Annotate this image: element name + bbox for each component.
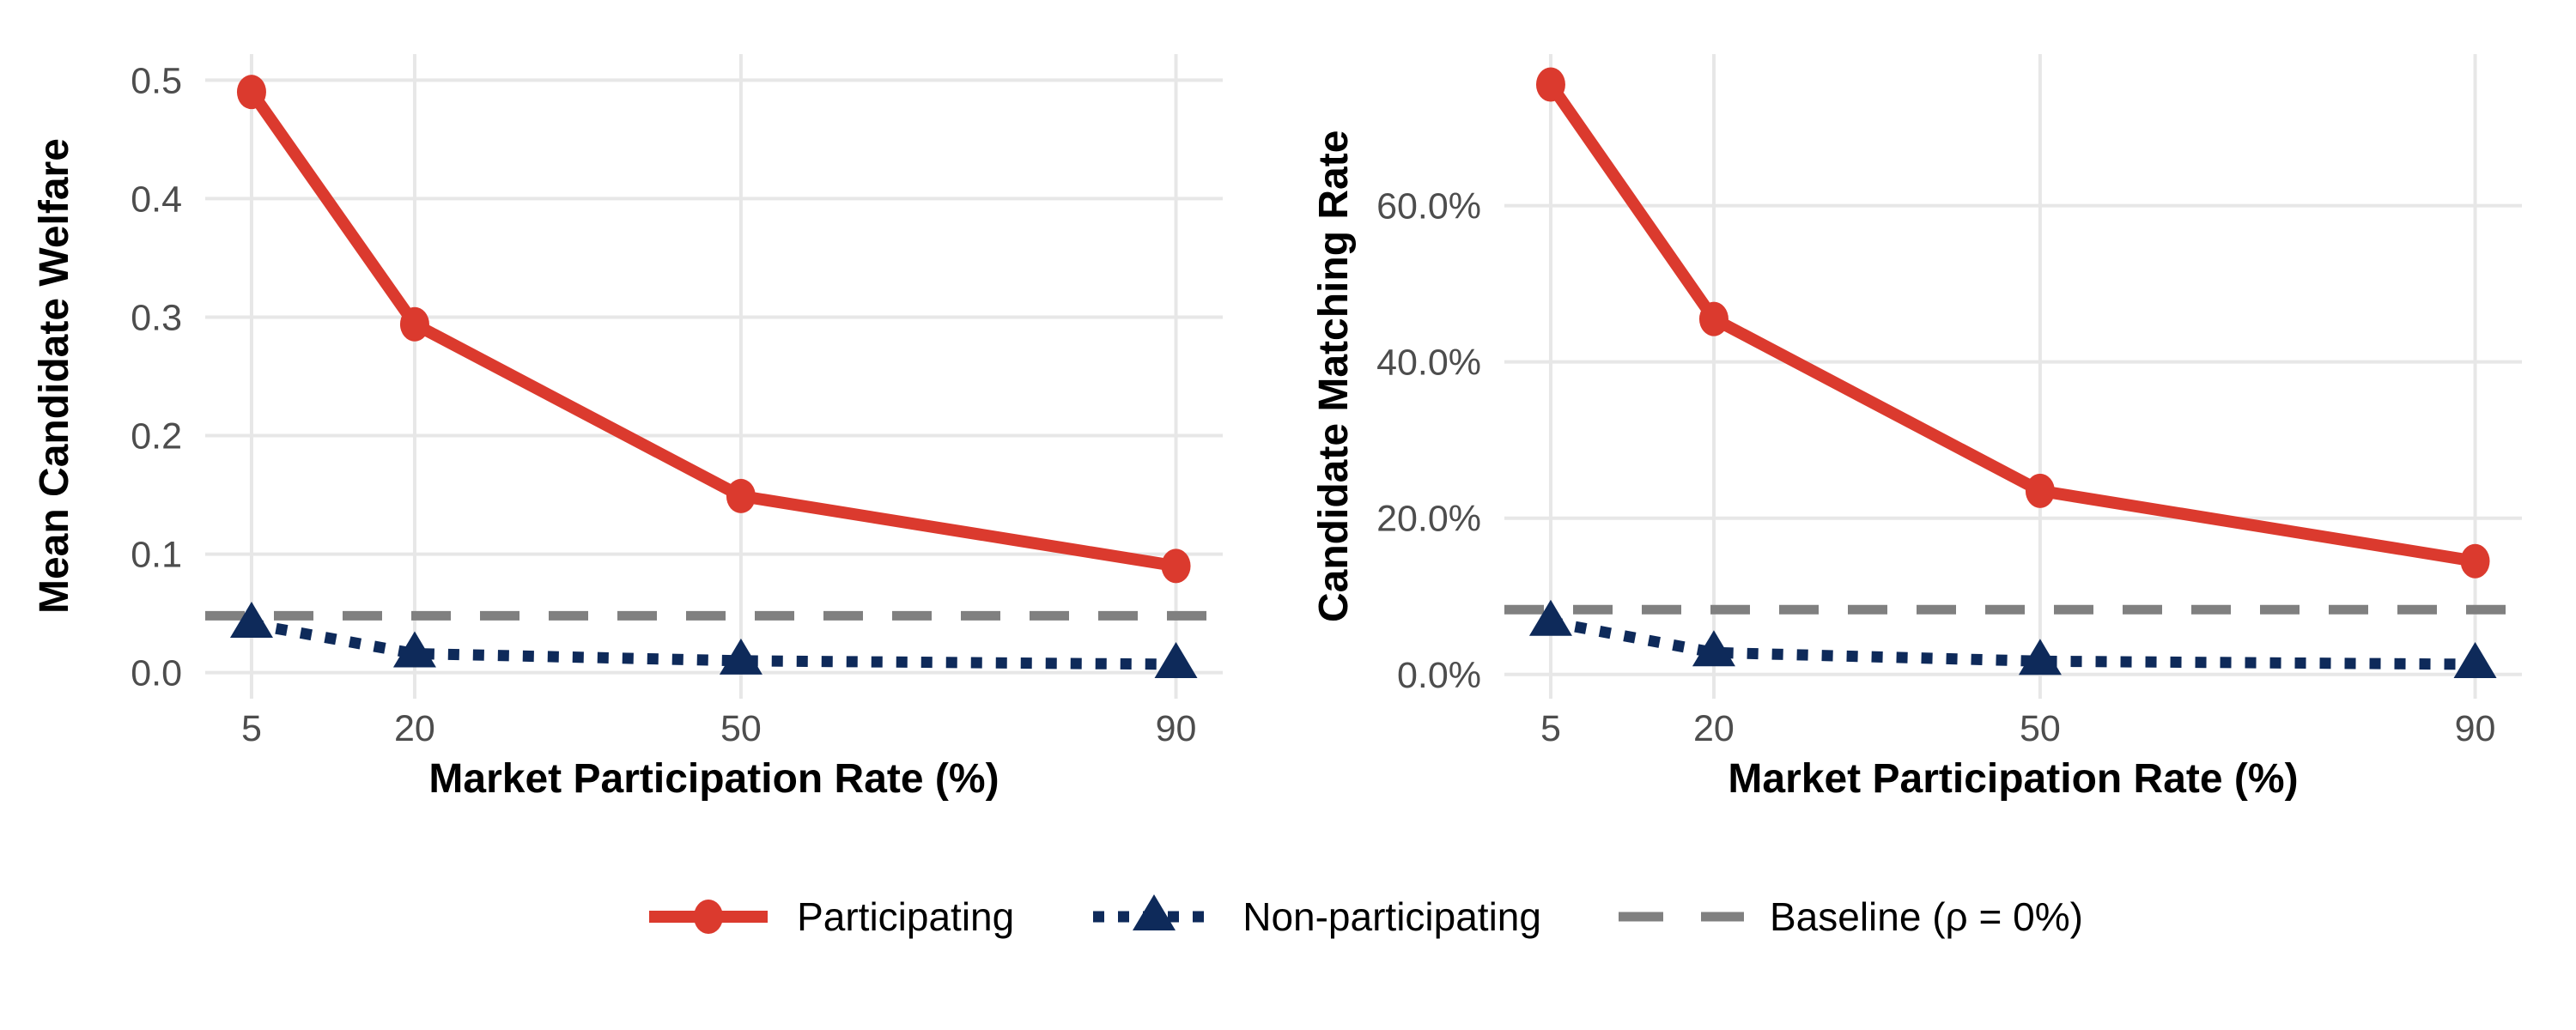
non-participating-point — [719, 638, 762, 675]
x-tick-label: 50 — [720, 708, 762, 749]
x-tick-label: 5 — [1540, 708, 1561, 749]
non-participating-swatch-icon — [1093, 894, 1216, 930]
legend-triangle-marker-icon — [1133, 894, 1176, 930]
non-participating-point — [1692, 630, 1735, 667]
y-tick-label: 60.0% — [1376, 186, 1481, 227]
participating-swatch-icon — [649, 900, 769, 934]
y-tick-label: 0.3 — [131, 297, 182, 338]
participating-point — [1698, 301, 1728, 336]
left-x-axis-title: Market Participation Rate (%) — [428, 756, 999, 802]
y-tick-label: 20.0% — [1376, 499, 1481, 540]
right-y-axis-title: Candidate Matching Rate — [1311, 130, 1357, 623]
legend: Participating Non-participating Baseline… — [205, 874, 2522, 960]
non-participating-line — [1549, 616, 2476, 670]
right-x-axis-title: Market Participation Rate (%) — [1728, 756, 2299, 802]
legend-item-participating: Participating — [644, 878, 1014, 955]
participating-line — [246, 88, 1177, 573]
y-tick-label: 0.1 — [131, 535, 182, 576]
non-participating-point — [229, 602, 273, 639]
participating-point — [399, 306, 429, 342]
legend-label-participating: Participating — [797, 894, 1015, 939]
participating-line — [1546, 81, 2476, 567]
x-tick-label: 90 — [2455, 708, 2496, 749]
participating-point — [1535, 67, 1565, 102]
x-tick-label: 90 — [1156, 708, 1197, 749]
y-tick-label: 0.0 — [131, 653, 182, 694]
non-participating-point — [1528, 599, 1572, 636]
y-tick-label: 0.4 — [131, 179, 182, 220]
left-y-axis-title: Mean Candidate Welfare — [32, 138, 77, 615]
x-tick-label: 5 — [241, 708, 262, 749]
legend-label-baseline: Baseline (ρ = 0%) — [1769, 894, 2083, 939]
non-participating-point — [2453, 641, 2497, 678]
x-tick-label: 20 — [394, 708, 435, 749]
participating-point — [726, 478, 756, 513]
participating-point — [1161, 548, 1191, 584]
x-tick-label: 50 — [2020, 708, 2061, 749]
baseline-swatch-icon — [1618, 912, 1744, 922]
y-tick-label: 0.2 — [131, 416, 182, 457]
y-tick-label: 0.0% — [1397, 655, 1481, 696]
participating-point — [2025, 473, 2055, 508]
non-participating-line — [250, 618, 1176, 670]
x-tick-label: 20 — [1693, 708, 1735, 749]
non-participating-point — [2018, 639, 2062, 676]
legend-label-non-participating: Non-participating — [1242, 894, 1541, 939]
participating-point — [236, 75, 266, 110]
participating-point — [2460, 543, 2490, 579]
non-participating-point — [1154, 641, 1198, 678]
legend-circle-marker-icon — [694, 900, 724, 934]
legend-item-baseline: Baseline (ρ = 0%) — [1617, 878, 2083, 955]
non-participating-point — [392, 631, 436, 668]
y-tick-label: 0.5 — [131, 60, 182, 101]
y-tick-label: 40.0% — [1376, 342, 1481, 384]
legend-item-non-participating: Non-participating — [1090, 878, 1541, 955]
